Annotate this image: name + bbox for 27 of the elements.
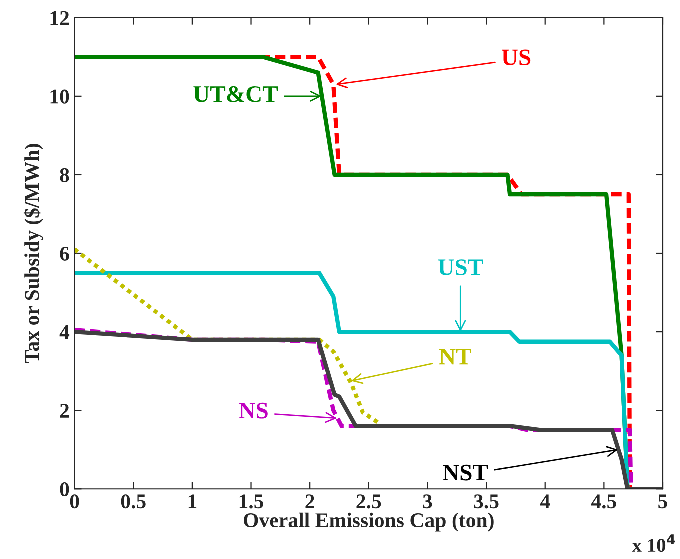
- annotation: US: [502, 50, 531, 66]
- y-tick-label: 12: [50, 11, 70, 26]
- x-tick-label: 1.5: [240, 494, 264, 509]
- x-tick-label: 4: [540, 494, 550, 508]
- x-tick-label: 2: [306, 494, 314, 508]
- x-tick-label: 1: [188, 494, 197, 508]
- y-tick-label: 10: [50, 90, 70, 104]
- x-tick-label: 3.5: [474, 494, 499, 509]
- annotation: UST: [438, 260, 484, 276]
- x-axis-title: Overall Emissions Cap (ton): [244, 512, 494, 532]
- y-tick-label: 0: [60, 482, 70, 497]
- y-axis-title: Tax or Subsidy ($/MWh): [24, 144, 44, 364]
- x-tick-label: 2.5: [356, 494, 382, 509]
- y-tick-label: 6: [60, 246, 70, 261]
- annotation: NT: [439, 349, 472, 365]
- y-tick-label: 2: [60, 404, 70, 418]
- y-tick-label: 8: [60, 168, 70, 182]
- text: x 10$^{4}$: [632, 534, 676, 552]
- x-tick-label: 3: [423, 494, 432, 509]
- y-tick-label: 4: [60, 326, 70, 340]
- x-tick-label: 4.5: [591, 494, 616, 509]
- x-tick-label: 0: [70, 494, 80, 509]
- annotation: UT&CT: [194, 86, 278, 102]
- x-tick-label: 5: [658, 494, 668, 509]
- annotation: NST: [443, 464, 488, 481]
- x-tick-label: 0.5: [121, 494, 146, 509]
- annotation: NS: [239, 402, 268, 419]
